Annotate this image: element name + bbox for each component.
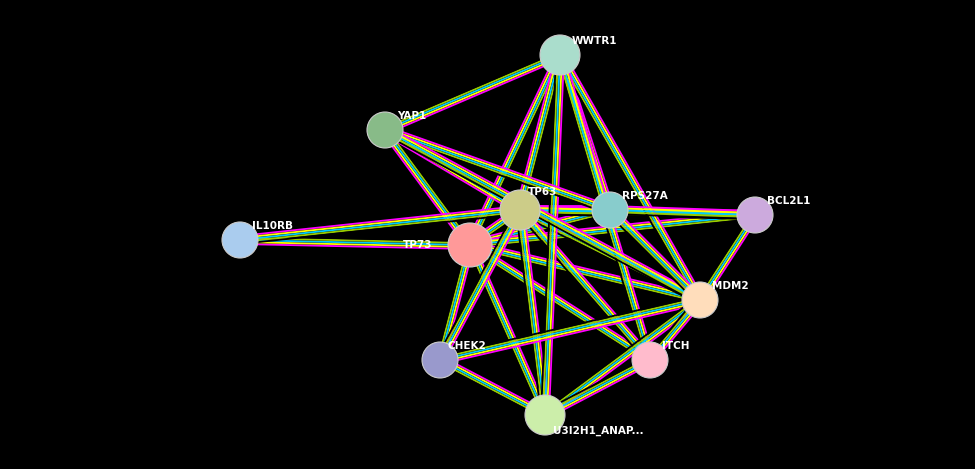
Text: BCL2L1: BCL2L1 <box>767 196 810 206</box>
Text: RPS27A: RPS27A <box>622 191 668 201</box>
Text: TP63: TP63 <box>528 187 558 197</box>
Circle shape <box>525 395 565 435</box>
Text: YAP1: YAP1 <box>397 111 426 121</box>
Circle shape <box>540 35 580 75</box>
Text: CHEK2: CHEK2 <box>448 341 487 351</box>
Circle shape <box>632 342 668 378</box>
Text: U3I2H1_ANAP...: U3I2H1_ANAP... <box>553 426 644 436</box>
Text: WWTR1: WWTR1 <box>572 36 617 46</box>
Text: TP73: TP73 <box>403 240 432 250</box>
Circle shape <box>367 112 403 148</box>
Circle shape <box>500 190 540 230</box>
Circle shape <box>448 223 492 267</box>
Circle shape <box>222 222 258 258</box>
Circle shape <box>737 197 773 233</box>
Circle shape <box>422 342 458 378</box>
Text: ITCH: ITCH <box>662 341 689 351</box>
Circle shape <box>592 192 628 228</box>
Text: IL10RB: IL10RB <box>252 221 293 231</box>
Text: MDM2: MDM2 <box>712 281 749 291</box>
Circle shape <box>682 282 718 318</box>
